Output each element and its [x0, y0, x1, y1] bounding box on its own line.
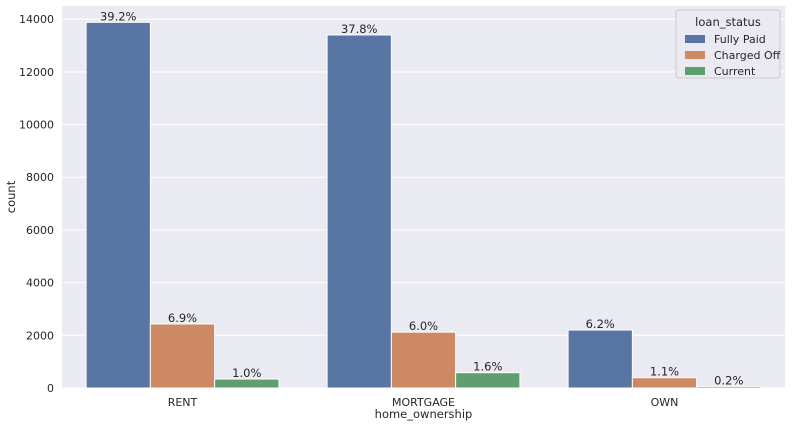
bar-data-label: 6.9%	[168, 311, 197, 325]
y-tick-labels: 0 2000 4000 6000 8000 10000 12000 14000	[19, 13, 54, 395]
bar-data-label: 6.0%	[409, 319, 438, 333]
legend-label: Fully Paid	[714, 33, 766, 46]
bar-data-label: 1.6%	[473, 360, 502, 374]
bar-data-label: 1.1%	[650, 365, 679, 379]
bar-data-label: 1.0%	[232, 366, 261, 380]
legend-box	[675, 9, 781, 79]
bar-current-rent	[214, 378, 280, 389]
y-tick-label: 4000	[26, 277, 54, 290]
legend-title: loan_status	[695, 15, 761, 29]
bar-data-label: 39.2%	[100, 9, 137, 23]
legend-swatch-current	[685, 67, 705, 75]
legend-label: Charged Off	[714, 49, 781, 62]
bar-fully-paid-rent	[85, 21, 151, 389]
x-tick-label: RENT	[168, 396, 198, 409]
y-tick-label: 2000	[26, 329, 54, 342]
bar-charged-off-mortgage	[390, 331, 457, 389]
y-tick-label: 10000	[19, 119, 54, 132]
x-tick-label: MORTGAGE	[392, 396, 455, 409]
bar-current-own	[696, 385, 762, 389]
y-tick-label: 0	[47, 382, 54, 395]
bar-current-mortgage	[455, 372, 521, 389]
y-tick-label: 12000	[19, 66, 54, 79]
bar-data-label: 37.8%	[341, 22, 378, 36]
bars	[85, 21, 762, 389]
y-tick-label: 6000	[26, 224, 54, 237]
bar-labels: 39.2% 6.9% 1.0% 37.8% 6.0% 1.6% 6.2% 1.1% 0.2%	[100, 9, 743, 387]
y-axis-title: count	[4, 180, 18, 213]
x-tick-labels: RENT MORTGAGE OWN	[168, 396, 679, 409]
y-tick-label: 8000	[26, 171, 54, 184]
x-tick-label: OWN	[651, 396, 679, 409]
bar-data-label: 0.2%	[714, 373, 743, 387]
bar-charged-off-own	[631, 377, 698, 389]
legend-label: Current	[714, 65, 756, 78]
bar-fully-paid-own	[567, 329, 633, 389]
bar-data-label: 6.2%	[586, 317, 615, 331]
legend: loan_status Fully Paid Charged Off Current	[675, 9, 781, 79]
bar-fully-paid-mortgage	[326, 34, 392, 389]
y-tick-label: 14000	[19, 13, 54, 26]
bar-charged-off-rent	[149, 323, 216, 389]
x-axis-title: home_ownership	[375, 407, 473, 421]
legend-swatch-fully-paid	[685, 35, 705, 43]
legend-swatch-charged-off	[685, 51, 705, 59]
